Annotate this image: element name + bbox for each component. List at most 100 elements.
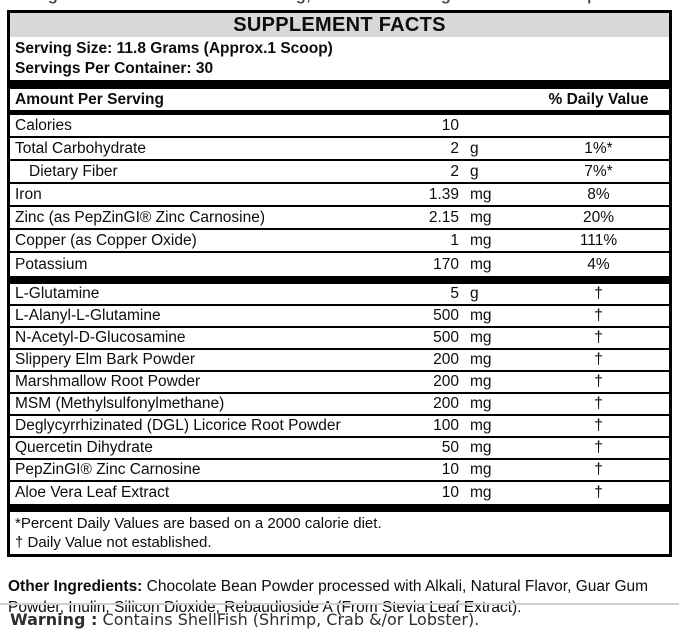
panel-title: SUPPLEMENT FACTS xyxy=(10,13,669,37)
table-row: Copper (as Copper Oxide) 1 mg 111% xyxy=(10,230,669,253)
supplement-amount: 100 xyxy=(433,417,459,434)
supplement-unit: mg xyxy=(470,484,492,501)
nutrient-unit: mg xyxy=(470,185,492,203)
cropped-top-text: g g; g | xyxy=(0,0,679,9)
cropped-text-fragment: | xyxy=(587,0,591,5)
nutrient-name: Calories xyxy=(15,116,72,134)
supplement-unit: mg xyxy=(470,417,492,434)
nutrient-amount: 170 xyxy=(433,255,459,273)
servings-per-container: Servings Per Container: 30 xyxy=(15,60,214,77)
footnote-daily-values: *Percent Daily Values are based on a 200… xyxy=(15,515,382,532)
supplement-amount: 50 xyxy=(441,439,459,456)
supplement-daily-value: † xyxy=(594,484,603,501)
supplement-daily-value: † xyxy=(594,373,603,390)
table-row: Total Carbohydrate 2 g 1%* xyxy=(10,138,669,161)
supplement-unit: mg xyxy=(470,373,492,390)
supplement-amount: 200 xyxy=(433,373,459,390)
supplement-name: Deglycyrrhizinated (DGL) Licorice Root P… xyxy=(15,417,341,434)
supplement-unit: mg xyxy=(470,395,492,412)
supplement-amount: 200 xyxy=(433,395,459,412)
nutrient-amount: 10 xyxy=(441,116,459,134)
column-header-row: Amount Per Serving % Daily Value xyxy=(10,89,669,110)
nutrient-rows: Calories 10 Total Carbohydrate 2 g 1%* D… xyxy=(10,115,669,276)
table-row: Slippery Elm Bark Powder 200 mg † xyxy=(10,350,669,372)
warning: Warning : Contains ShellFish (Shrimp, Cr… xyxy=(0,603,679,629)
supplement-daily-value: † xyxy=(594,417,603,434)
table-row: Marshmallow Root Powder 200 mg † xyxy=(10,372,669,394)
nutrient-daily-value: 8% xyxy=(587,185,610,203)
nutrient-unit: mg xyxy=(470,231,492,249)
nutrient-unit: mg xyxy=(470,208,492,226)
supplement-name: MSM (Methylsulfonylmethane) xyxy=(15,395,225,412)
supplement-daily-value: † xyxy=(594,395,603,412)
table-row: Dietary Fiber 2 g 7%* xyxy=(10,161,669,184)
amount-per-serving-header: Amount Per Serving xyxy=(15,90,164,108)
supplement-name: Quercetin Dihydrate xyxy=(15,439,153,456)
supplement-amount: 500 xyxy=(433,307,459,324)
supplement-name: L-Glutamine xyxy=(15,285,100,302)
table-row: L-Alanyl-L-Glutamine 500 mg † xyxy=(10,306,669,328)
serving-info: Serving Size: 11.8 Grams (Approx.1 Scoop… xyxy=(10,37,669,80)
supplement-name: Slippery Elm Bark Powder xyxy=(15,351,196,368)
other-ingredients-text: Chocolate Bean Powder processed with Alk… xyxy=(8,577,649,616)
nutrient-name: Potassium xyxy=(15,255,88,273)
divider-thick-bottom xyxy=(10,504,669,512)
supplement-unit: mg xyxy=(470,329,492,346)
nutrient-name: Iron xyxy=(15,185,42,203)
table-row: PepZinGI® Zinc Carnosine 10 mg † xyxy=(10,460,669,482)
nutrient-amount: 2 xyxy=(450,139,459,157)
supplement-name: Aloe Vera Leaf Extract xyxy=(15,484,170,501)
supplement-name: Marshmallow Root Powder xyxy=(15,373,201,390)
supplement-unit: mg xyxy=(470,439,492,456)
supplement-name: L-Alanyl-L-Glutamine xyxy=(15,307,161,324)
footnote-dagger: † Daily Value not established. xyxy=(15,534,212,551)
nutrient-daily-value: 7%* xyxy=(584,162,613,180)
supplement-unit: mg xyxy=(470,461,492,478)
supplement-daily-value: † xyxy=(594,461,603,478)
supplement-daily-value: † xyxy=(594,307,603,324)
table-row: Aloe Vera Leaf Extract 10 mg † xyxy=(10,482,669,504)
divider-thick-top xyxy=(10,80,669,89)
table-row: Deglycyrrhizinated (DGL) Licorice Root P… xyxy=(10,416,669,438)
nutrient-name: Zinc (as PepZinGI® Zinc Carnosine) xyxy=(15,208,266,226)
nutrient-unit: g xyxy=(470,139,479,157)
nutrient-daily-value: 1%* xyxy=(584,139,613,157)
warning-text: Contains ShellFish (Shrimp, Crab &/or Lo… xyxy=(97,610,480,629)
nutrient-unit: g xyxy=(470,162,479,180)
cropped-text-fragment: g xyxy=(48,0,58,5)
daily-value-header: % Daily Value xyxy=(548,90,649,108)
nutrient-amount: 2 xyxy=(450,162,459,180)
divider-thick-middle xyxy=(10,276,669,284)
warning-label: Warning : xyxy=(10,610,98,629)
supplement-unit: mg xyxy=(470,351,492,368)
table-row: N-Acetyl-D-Glucosamine 500 mg † xyxy=(10,328,669,350)
supplement-name: N-Acetyl-D-Glucosamine xyxy=(15,329,186,346)
table-row: Iron 1.39 mg 8% xyxy=(10,184,669,207)
nutrient-amount: 1.39 xyxy=(428,185,459,203)
supplement-unit: mg xyxy=(470,307,492,324)
table-row: Quercetin Dihydrate 50 mg † xyxy=(10,438,669,460)
nutrient-name: Dietary Fiber xyxy=(29,162,118,180)
nutrient-amount: 1 xyxy=(450,231,459,249)
other-ingredients-label: Other Ingredients: xyxy=(8,577,143,595)
divider-medium xyxy=(10,110,669,115)
serving-size: Serving Size: 11.8 Grams (Approx.1 Scoop… xyxy=(15,40,333,57)
supplement-daily-value: † xyxy=(594,285,603,302)
footnotes: *Percent Daily Values are based on a 200… xyxy=(10,512,669,554)
supplement-daily-value: † xyxy=(594,351,603,368)
supplement-name: PepZinGI® Zinc Carnosine xyxy=(15,461,201,478)
table-row: MSM (Methylsulfonylmethane) 200 mg † xyxy=(10,394,669,416)
supplement-amount: 500 xyxy=(433,329,459,346)
supplement-amount: 10 xyxy=(441,484,459,501)
supplement-amount: 5 xyxy=(450,285,459,302)
supplement-daily-value: † xyxy=(594,439,603,456)
supplement-unit: g xyxy=(470,285,479,302)
supplement-daily-value: † xyxy=(594,329,603,346)
nutrient-name: Total Carbohydrate xyxy=(15,139,146,157)
supplement-amount: 200 xyxy=(433,351,459,368)
nutrient-unit: mg xyxy=(470,255,492,273)
other-ingredients: Other Ingredients: Chocolate Bean Powder… xyxy=(8,576,671,618)
cropped-text-fragment: g xyxy=(441,0,451,5)
nutrient-name: Copper (as Copper Oxide) xyxy=(15,231,197,249)
table-row: Zinc (as PepZinGI® Zinc Carnosine) 2.15 … xyxy=(10,207,669,230)
